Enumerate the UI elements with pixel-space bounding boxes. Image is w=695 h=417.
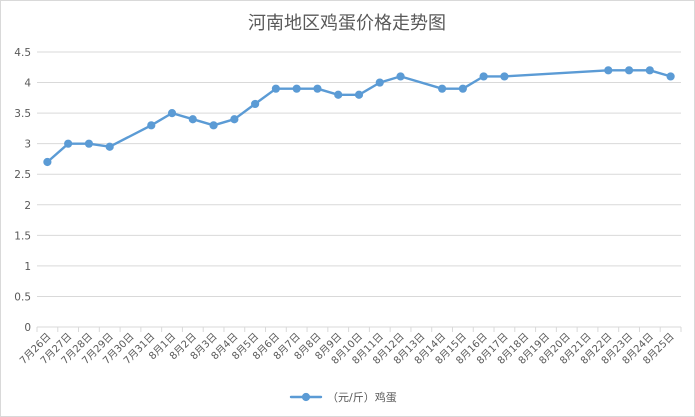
data-point [604, 66, 613, 75]
y-tick-label: 3 [24, 139, 31, 151]
data-point [354, 90, 364, 99]
data-point [271, 84, 281, 93]
data-point [645, 66, 654, 75]
data-point [624, 66, 634, 75]
y-tick-label: 4 [24, 78, 31, 90]
chart-title: 河南地区鸡蛋价格走势图 [248, 13, 446, 34]
data-point [458, 84, 467, 93]
data-point [334, 90, 343, 99]
series-line [46, 69, 672, 164]
data-point [230, 115, 239, 124]
y-tick-label: 3.5 [14, 108, 31, 120]
y-tick-label: 4.5 [14, 47, 31, 59]
data-point [313, 84, 322, 93]
legend-marker [301, 392, 311, 402]
data-point [105, 142, 114, 151]
data-point [84, 139, 94, 148]
data-point [188, 115, 197, 124]
y-tick-label: 2.5 [14, 169, 31, 181]
gridlines [37, 51, 681, 297]
data-point [375, 78, 384, 87]
data-point [500, 72, 509, 81]
y-tick-label: 1 [24, 261, 31, 273]
data-point [292, 84, 301, 93]
data-point [209, 121, 218, 130]
data-point [479, 72, 488, 81]
axes [36, 326, 682, 332]
y-tick-labels: 0 0.5 1 1.5 2 2.5 3 3.5 4 4.5 [14, 47, 31, 334]
data-point [147, 121, 156, 130]
y-tick-label: 1.5 [14, 230, 31, 242]
legend-label: （元/斤）鸡蛋 [327, 390, 397, 404]
y-tick-label: 0.5 [14, 291, 31, 303]
data-point [64, 139, 73, 148]
legend: （元/斤）鸡蛋 [289, 390, 397, 404]
x-tick-labels: 7月26日7月27日7月28日7月29日7月30日7月31日8月1日8月2日8月… [17, 331, 676, 367]
data-point [167, 109, 177, 118]
y-tick-label: 0 [24, 322, 31, 334]
data-point [437, 84, 447, 93]
data-point [251, 99, 260, 109]
data-point [666, 72, 675, 81]
data-point [43, 157, 52, 167]
y-tick-label: 2 [24, 200, 31, 212]
data-point [396, 72, 405, 81]
series-layer [43, 66, 675, 167]
